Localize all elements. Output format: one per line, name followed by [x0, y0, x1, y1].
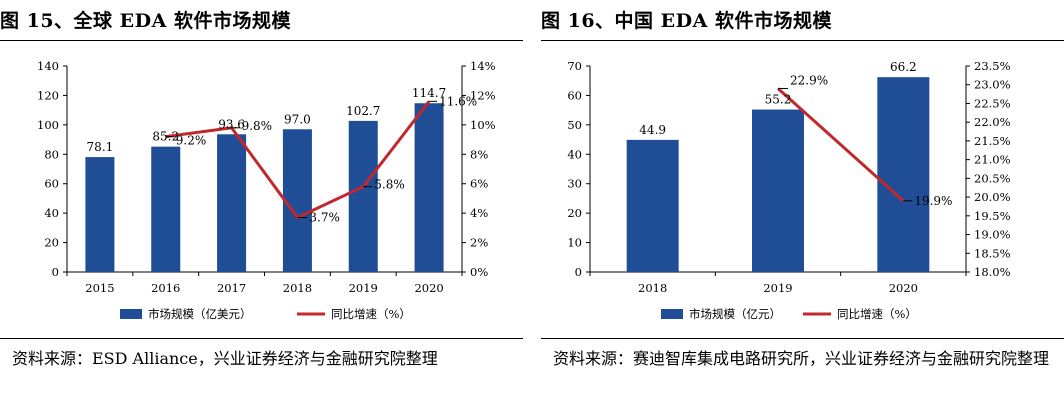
bar-value-label: 78.1: [87, 140, 114, 154]
line-point-label: 19.9%: [914, 194, 952, 208]
source-note: 资料来源：ESD Alliance，兴业证券经济与金融研究院整理: [12, 349, 438, 368]
bar-value-label: 102.7: [346, 104, 380, 118]
figure-title: 图 15、全球 EDA 软件市场规模: [0, 10, 291, 32]
x-tick-label: 2015: [85, 281, 114, 295]
left-y-tick-label: 40: [44, 206, 59, 220]
bar-value-label: 114.7: [412, 86, 446, 100]
right-y-tick-label: 18.5%: [974, 246, 1011, 260]
right-y-tick-label: 10%: [470, 118, 496, 132]
bar: [348, 120, 378, 273]
line-point-label: 3.7%: [309, 211, 340, 225]
left-y-tick-label: 60: [44, 177, 59, 191]
right-y-tick-label: 23.5%: [974, 59, 1011, 73]
right-y-tick-label: 19.0%: [974, 228, 1011, 242]
left-y-tick-label: 80: [44, 147, 59, 161]
bar: [85, 157, 115, 272]
line-point-label: 11.6%: [439, 94, 477, 108]
right-y-tick-label: 4%: [470, 206, 488, 220]
x-tick-label: 2019: [349, 281, 378, 295]
right-y-tick-label: 19.5%: [974, 209, 1011, 223]
right-y-tick-label: 21.5%: [974, 134, 1011, 148]
right-y-tick-label: 21.0%: [974, 153, 1011, 167]
line-point-label: 9.2%: [176, 134, 207, 148]
source-divider: [0, 338, 523, 339]
right-y-tick-label: 8%: [470, 147, 488, 161]
bar: [414, 103, 444, 272]
growth-rate-line: [776, 87, 905, 202]
source-divider: [541, 338, 1064, 339]
bar: [626, 139, 679, 272]
left-y-tick-label: 20: [567, 206, 582, 220]
bar: [282, 129, 312, 272]
legend-bar-label: 市场规模（亿美元）: [148, 307, 252, 321]
bar-value-label: 55.2: [765, 93, 792, 107]
left-y-tick-label: 20: [44, 236, 59, 250]
left-y-tick-label: 0: [575, 265, 582, 279]
china-eda-chart: 0 10 20 30 40 50 60 70 18.0% 18.5% 19.0% 19.5% 20.0%…: [567, 59, 1011, 321]
line-point-label: 22.9%: [790, 73, 828, 87]
left-y-tick-label: 70: [567, 59, 582, 73]
x-tick-label: 2016: [151, 281, 180, 295]
right-y-tick-label: 20.0%: [974, 190, 1011, 204]
left-y-tick-label: 10: [567, 236, 582, 250]
x-tick-label: 2020: [414, 281, 443, 295]
right-y-tick-label: 22.5%: [974, 96, 1011, 110]
right-y-tick-label: 12%: [470, 88, 496, 102]
left-y-tick-label: 30: [567, 177, 582, 191]
title-divider: [0, 40, 523, 41]
global-eda-chart: 0 20 40 60 80 100 120 140 0% 2% 4% 6% 8% 10% 12% 14% 201…: [37, 59, 496, 321]
x-tick-label: 2017: [217, 281, 246, 295]
bar: [752, 109, 804, 272]
bar: [217, 134, 247, 272]
left-y-tick-label: 60: [567, 88, 582, 102]
left-y-tick-label: 40: [567, 147, 582, 161]
bar: [151, 146, 181, 272]
left-y-tick-label: 120: [37, 88, 59, 102]
legend-bar-swatch: [661, 309, 683, 319]
right-y-tick-label: 22.0%: [974, 115, 1011, 129]
right-y-tick-label: 14%: [470, 59, 496, 73]
chart-panel-global-eda: 图 15、全球 EDA 软件市场规模 0 20 40 60 80 100 120 140 0% 2…: [0, 0, 523, 405]
right-y-tick-label: 2%: [470, 236, 488, 250]
legend-bar-label: 市场规模（亿元）: [689, 307, 781, 321]
right-y-tick-label: 20.5%: [974, 171, 1011, 185]
bar: [877, 77, 930, 272]
line-point-label: 9.8%: [242, 119, 272, 133]
x-tick-label: 2018: [638, 281, 667, 295]
right-y-tick-label: 23.0%: [974, 78, 1011, 92]
legend-line-label: 同比增速（%）: [331, 307, 411, 321]
bar-value-label: 44.9: [639, 123, 666, 137]
left-y-tick-label: 100: [37, 118, 59, 132]
x-tick-label: 2019: [763, 281, 792, 295]
figure-title: 图 16、中国 EDA 软件市场规模: [541, 10, 832, 32]
right-y-tick-label: 18.0%: [974, 265, 1011, 279]
source-note: 资料来源：赛迪智库集成电路研究所，兴业证券经济与金融研究院整理: [553, 349, 1050, 368]
left-y-tick-label: 50: [567, 118, 582, 132]
title-divider: [541, 40, 1064, 41]
left-y-tick-label: 140: [37, 59, 59, 73]
legend-line-label: 同比增速（%）: [837, 307, 917, 321]
legend-bar-swatch: [120, 309, 142, 319]
right-y-tick-label: 0%: [470, 265, 488, 279]
chart-panel-china-eda: 图 16、中国 EDA 软件市场规模 0 10 20 30 40 50 60 70 18.0% 1…: [541, 0, 1064, 405]
right-y-tick-label: 6%: [470, 177, 488, 191]
bar-value-label: 97.0: [284, 112, 311, 126]
x-tick-label: 2020: [889, 281, 918, 295]
x-tick-label: 2018: [283, 281, 312, 295]
line-point-label: 5.8%: [374, 178, 405, 192]
bar-value-label: 66.2: [890, 60, 917, 74]
left-y-tick-label: 0: [52, 265, 59, 279]
